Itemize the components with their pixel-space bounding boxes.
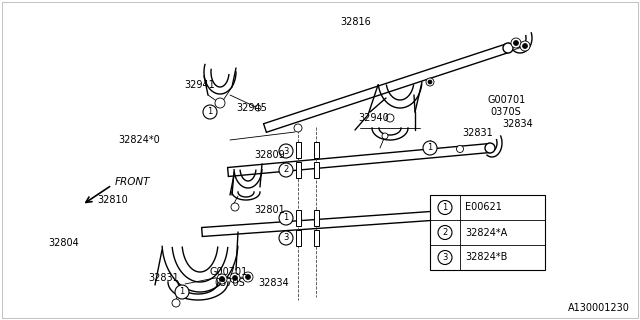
Text: 3: 3 (284, 234, 289, 243)
Circle shape (386, 114, 394, 122)
Text: 32831: 32831 (462, 128, 493, 138)
Text: 32941: 32941 (184, 80, 215, 90)
Text: E00621: E00621 (465, 203, 502, 212)
Text: G00701: G00701 (488, 95, 526, 105)
Bar (296, 162, 301, 178)
Text: 2: 2 (284, 165, 289, 174)
Circle shape (428, 80, 432, 84)
Circle shape (483, 207, 493, 217)
Circle shape (220, 276, 225, 282)
Text: 32834: 32834 (502, 119, 532, 129)
Text: FRONT: FRONT (115, 177, 150, 187)
Text: 32831: 32831 (148, 273, 179, 283)
Text: 3: 3 (442, 253, 448, 262)
Circle shape (172, 299, 180, 307)
Text: G00701: G00701 (210, 267, 248, 277)
Bar (430, 195, 545, 270)
Circle shape (279, 163, 293, 177)
Text: 32945: 32945 (236, 103, 267, 113)
Circle shape (294, 124, 302, 132)
Circle shape (423, 141, 437, 155)
Circle shape (513, 41, 518, 45)
Text: 32816: 32816 (340, 17, 371, 27)
Circle shape (255, 105, 261, 111)
Circle shape (232, 276, 237, 281)
Text: 32824*0: 32824*0 (118, 135, 160, 145)
Text: 2: 2 (442, 228, 447, 237)
Circle shape (231, 203, 239, 211)
Bar (296, 230, 301, 246)
Circle shape (438, 226, 452, 239)
Bar (314, 230, 319, 246)
Text: 3: 3 (284, 147, 289, 156)
Circle shape (456, 146, 463, 153)
Bar (314, 142, 319, 158)
Circle shape (426, 78, 434, 86)
Text: 1: 1 (442, 203, 447, 212)
Circle shape (382, 133, 388, 139)
Text: 32804: 32804 (48, 238, 79, 248)
Bar (296, 142, 301, 158)
Circle shape (246, 275, 250, 279)
Text: 32801: 32801 (254, 205, 285, 215)
Bar (314, 210, 319, 226)
Text: 1: 1 (179, 287, 184, 297)
Text: 32810: 32810 (97, 195, 128, 205)
Text: 0370S: 0370S (490, 107, 521, 117)
Circle shape (217, 274, 227, 284)
Text: 1: 1 (428, 143, 433, 153)
Text: 32834: 32834 (258, 278, 289, 288)
Circle shape (503, 43, 513, 53)
Circle shape (485, 143, 495, 153)
Circle shape (438, 201, 452, 214)
Circle shape (438, 251, 452, 265)
Text: 32809: 32809 (254, 150, 285, 160)
Circle shape (215, 98, 225, 108)
Circle shape (279, 231, 293, 245)
Circle shape (175, 285, 189, 299)
Circle shape (230, 273, 240, 283)
Text: 32940: 32940 (358, 113, 388, 123)
Circle shape (279, 211, 293, 225)
Text: 1: 1 (207, 108, 212, 116)
Text: 32824*B: 32824*B (465, 252, 508, 262)
Text: 1: 1 (284, 213, 289, 222)
Circle shape (522, 44, 527, 49)
Text: 32824*A: 32824*A (465, 228, 508, 237)
Text: A130001230: A130001230 (568, 303, 630, 313)
Text: 0370S: 0370S (214, 278, 244, 288)
Bar (296, 210, 301, 226)
Circle shape (203, 105, 217, 119)
Bar (314, 162, 319, 178)
Circle shape (511, 38, 521, 48)
Circle shape (520, 41, 530, 51)
Circle shape (243, 272, 253, 282)
Circle shape (279, 144, 293, 158)
